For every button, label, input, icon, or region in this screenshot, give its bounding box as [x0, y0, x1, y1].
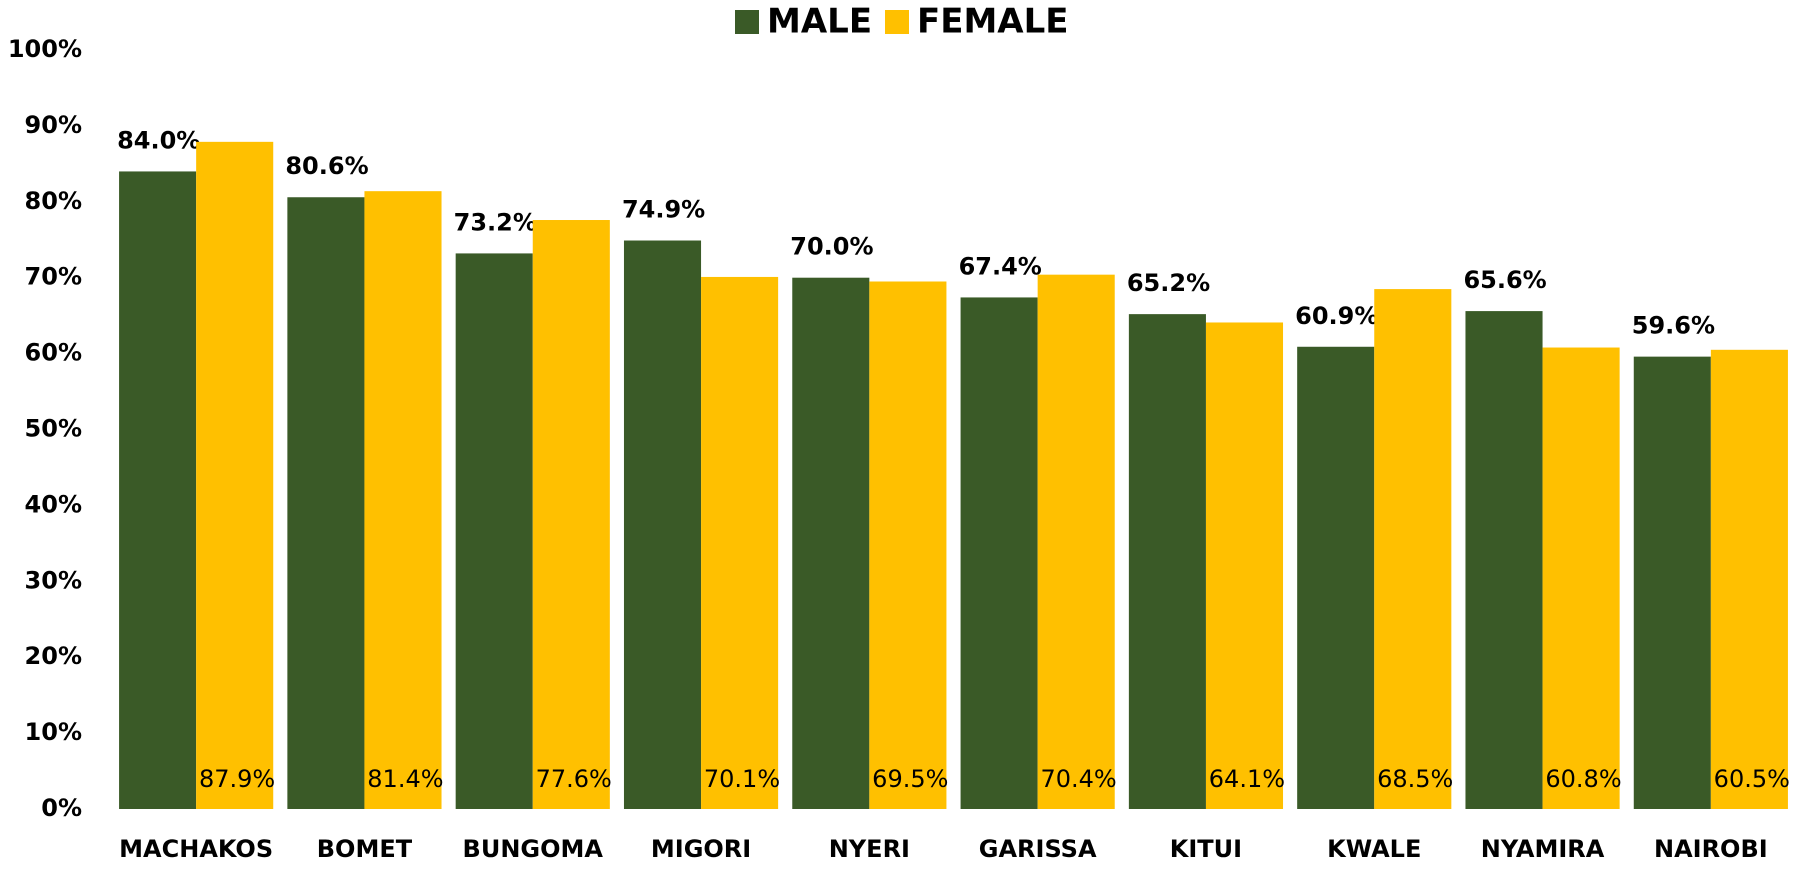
data-label: 84.0% [117, 126, 200, 154]
x-tick-label: BOMET [317, 835, 413, 863]
data-label: 74.9% [622, 196, 705, 224]
data-label: 68.5% [1377, 765, 1453, 793]
data-label: 67.4% [959, 252, 1042, 280]
y-tick-label: 0% [41, 794, 82, 822]
bar [701, 276, 779, 809]
data-label: 80.6% [285, 152, 368, 180]
y-tick-label: 30% [25, 566, 82, 594]
y-tick-label: 90% [25, 111, 82, 139]
bar [364, 191, 442, 809]
bar [1710, 349, 1788, 809]
data-label: 65.6% [1463, 266, 1546, 294]
legend-label: MALE [767, 2, 872, 42]
data-label: 70.0% [790, 233, 873, 261]
bar [1205, 322, 1284, 809]
data-label: 60.9% [1295, 302, 1378, 330]
x-tick-label: MIGORI [651, 835, 751, 863]
legend-swatch [735, 10, 759, 34]
bar [1297, 346, 1375, 809]
bar [1128, 314, 1206, 809]
bar [869, 281, 947, 809]
data-label: 65.2% [1127, 269, 1210, 297]
x-tick-label: NYAMIRA [1481, 835, 1605, 863]
data-label: 69.5% [872, 765, 948, 793]
bar [1542, 347, 1620, 809]
y-tick-label: 60% [25, 339, 82, 367]
bar [196, 141, 274, 810]
x-tick-label: NYERI [829, 835, 910, 863]
x-tick-label: NAIROBI [1654, 835, 1768, 863]
x-tick-label: MACHAKOS [119, 835, 273, 863]
bar [1037, 274, 1115, 809]
data-label: 59.6% [1632, 312, 1715, 340]
y-tick-label: 70% [25, 263, 82, 291]
y-tick-label: 10% [25, 718, 82, 746]
data-label: 64.1% [1209, 765, 1285, 793]
data-label: 60.8% [1545, 765, 1621, 793]
x-tick-label: KITUI [1170, 835, 1242, 863]
data-label: 87.9% [199, 765, 275, 793]
legend-swatch [885, 10, 909, 34]
x-tick-label: KWALE [1327, 835, 1421, 863]
y-tick-label: 40% [25, 490, 82, 518]
bar [1633, 356, 1711, 809]
bar [960, 297, 1038, 809]
bar [287, 197, 365, 810]
bar [1374, 289, 1452, 810]
bar [455, 253, 533, 810]
data-label: 73.2% [454, 208, 537, 236]
data-label: 60.5% [1714, 765, 1790, 793]
x-tick-label: GARISSA [979, 835, 1097, 863]
y-tick-label: 50% [25, 415, 82, 443]
legend-label: FEMALE [917, 2, 1069, 42]
bar [1465, 311, 1543, 809]
data-label: 70.1% [704, 765, 780, 793]
data-label: 70.4% [1040, 765, 1116, 793]
y-tick-label: 100% [8, 35, 82, 63]
bar [623, 240, 702, 809]
bar [119, 171, 197, 809]
x-tick-label: BUNGOMA [463, 835, 604, 863]
y-tick-label: 20% [25, 642, 82, 670]
bar [792, 277, 870, 809]
data-label: 77.6% [536, 765, 612, 793]
data-label: 81.4% [367, 765, 443, 793]
bar [532, 220, 610, 810]
y-tick-label: 80% [25, 187, 82, 215]
